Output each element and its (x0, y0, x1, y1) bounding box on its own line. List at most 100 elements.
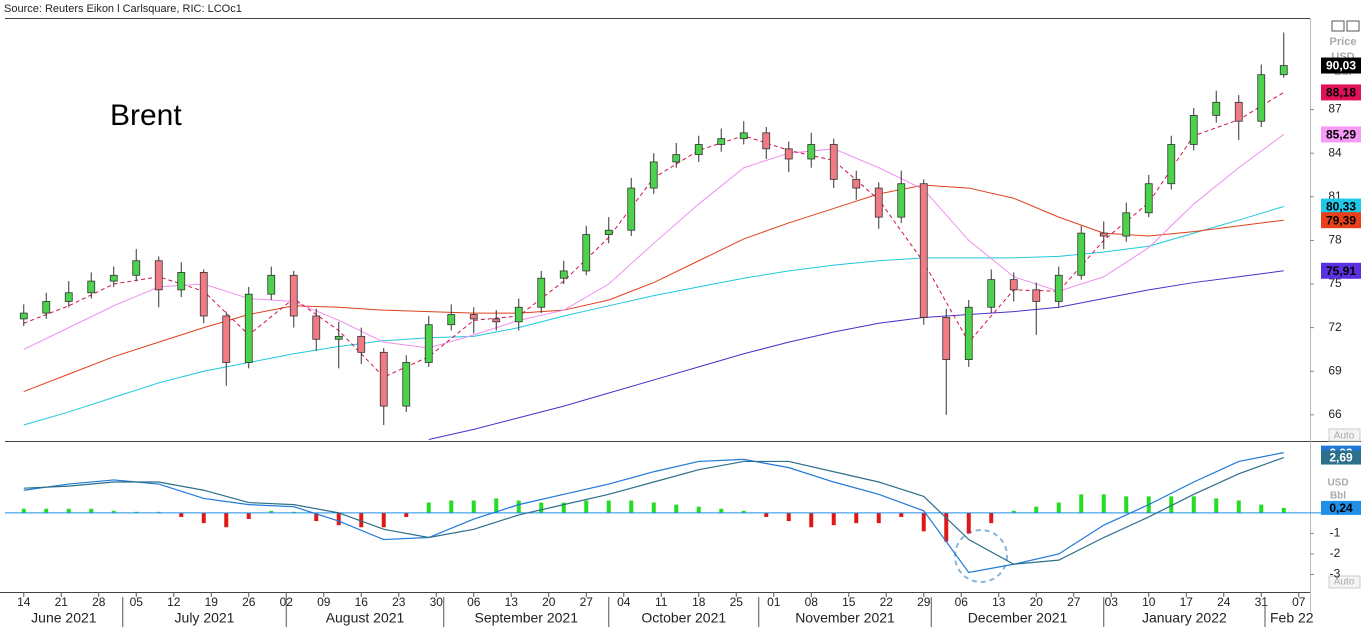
candle-body (64, 292, 73, 302)
histogram-bar (44, 508, 49, 513)
x-tick-label: 05 (130, 595, 144, 609)
value-tag (1321, 262, 1361, 279)
candle-body (492, 318, 501, 323)
candle-body (177, 271, 186, 291)
histogram-bar (539, 502, 544, 513)
candle-body (627, 187, 636, 231)
x-tick-label: 30 (430, 595, 444, 609)
histogram-bar (1079, 494, 1084, 513)
candle-body (1122, 212, 1131, 237)
x-tick-label: 27 (580, 595, 594, 609)
auto-box (1328, 575, 1361, 589)
x-tick-label: 24 (1217, 595, 1231, 609)
histogram-bar (809, 512, 814, 528)
month-label: October 2021 (641, 610, 726, 626)
line-series (23, 206, 1284, 426)
candle-body (559, 270, 568, 279)
x-tick-label: 27 (1067, 595, 1081, 609)
histogram-bar (21, 508, 26, 513)
histogram-bar (404, 512, 409, 517)
x-tick-label: 06 (955, 595, 969, 609)
histogram-bar (674, 504, 679, 513)
line-series (23, 134, 1285, 350)
x-tick-label: 26 (242, 595, 256, 609)
candle-body (1189, 114, 1198, 145)
candle-body (267, 274, 276, 295)
x-tick-label: 25 (730, 595, 744, 609)
value-tag (1321, 198, 1361, 215)
candle-body (154, 260, 163, 291)
histogram-bar (899, 512, 904, 517)
candle-body (897, 183, 906, 218)
y-tick-label: 78 (1328, 233, 1342, 247)
candle-body (447, 314, 456, 326)
histogram-bar (764, 512, 769, 517)
y-tick-label: -1 (1330, 526, 1341, 540)
histogram-bar (314, 512, 319, 522)
icon (1331, 20, 1345, 32)
x-tick-label: 16 (355, 595, 369, 609)
histogram-bar (651, 502, 656, 513)
x-tick-label: 09 (317, 595, 331, 609)
histogram-bar (1236, 500, 1241, 513)
histogram-bar (89, 508, 94, 513)
histogram-bar (359, 512, 364, 528)
x-tick-label: 20 (542, 595, 556, 609)
value-tag-label: 2,69 (1329, 451, 1353, 465)
histogram-bar (606, 500, 611, 513)
candle-body (1212, 101, 1221, 116)
candle-body (402, 362, 411, 407)
candle-body (1279, 65, 1288, 76)
unit-label: Bbl (1330, 491, 1346, 502)
candle-body (1099, 232, 1108, 237)
candle-body (919, 183, 928, 318)
histogram-bar (224, 512, 229, 528)
axis-header: Price (1330, 36, 1357, 48)
histogram-bar (269, 510, 274, 513)
candle-body (987, 279, 996, 308)
x-tick-label: 13 (505, 595, 519, 609)
histogram-bar (66, 508, 71, 513)
candle-body (469, 314, 478, 320)
histogram-bar (246, 512, 251, 520)
candle-body (807, 144, 816, 160)
source-note: Source: Reuters Eikon l Carlsquare, RIC:… (4, 3, 242, 15)
x-tick-label: 19 (205, 595, 219, 609)
auto-box (1328, 428, 1361, 442)
candle-body (717, 138, 726, 145)
candle-body (739, 132, 748, 140)
x-tick-label: 22 (880, 595, 894, 609)
y-tick-label: 69 (1328, 363, 1342, 377)
histogram-bar (336, 512, 341, 526)
x-tick-label: 28 (92, 595, 106, 609)
line-series (428, 270, 1284, 441)
histogram-bar (921, 512, 926, 532)
histogram-bar (471, 500, 476, 513)
unit-label: USD (1327, 478, 1348, 489)
candle-body (942, 317, 951, 360)
candle-body (672, 154, 681, 163)
line-series (23, 184, 1284, 393)
candle-body (1257, 74, 1266, 122)
y-tick-label: 66 (1328, 407, 1342, 421)
histogram-bar (561, 502, 566, 513)
histogram-bar (1101, 494, 1106, 513)
histogram-bar (719, 508, 724, 513)
value-tag (1321, 500, 1361, 515)
candle-body (514, 306, 523, 323)
value-tag-label: 0,24 (1329, 501, 1353, 515)
y-tick-label: 75 (1328, 276, 1342, 290)
histogram-bar (201, 512, 206, 524)
month-label: Feb 22 (1270, 610, 1314, 626)
y-tick-label: 87 (1328, 102, 1342, 116)
histogram-bar (449, 500, 454, 513)
y-tick-label: -3 (1330, 567, 1341, 581)
histogram-bar (786, 512, 791, 522)
candle-body (199, 271, 208, 317)
histogram-bar (854, 512, 859, 524)
month-label: January 2022 (1142, 610, 1227, 626)
x-tick-label: 01 (767, 595, 781, 609)
histogram-bar (179, 512, 184, 517)
candle-body (784, 148, 793, 160)
candle-body (334, 335, 343, 340)
